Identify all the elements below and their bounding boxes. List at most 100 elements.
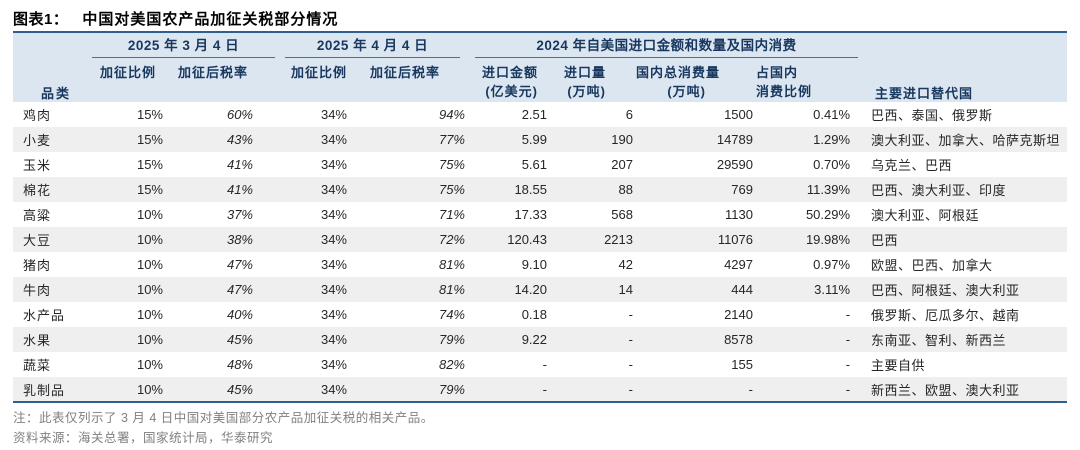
- table-row: 乳制品 10% 45% 34% 79% - - - - 新西兰、欧盟、澳大利亚: [13, 377, 1068, 402]
- cell-domestic-consumption: 769: [731, 182, 753, 197]
- table-row: 牛肉 10% 47% 34% 81% 14.20 14 444 3.11% 巴西、阿根廷、澳大利亚: [13, 277, 1068, 302]
- cell-march-after-rate: 45%: [226, 381, 253, 397]
- col-header-import-volume: 进口量: [563, 65, 606, 80]
- subheader-row-2: (亿美元) (万吨) (万吨) 消费比例: [13, 81, 1067, 102]
- cell-import-amount: 9.22: [521, 332, 547, 347]
- cell-category: 牛肉: [23, 283, 52, 298]
- cell-april-after-rate: 79%: [438, 332, 465, 347]
- cell-import-amount: 17.33: [514, 207, 547, 222]
- cell-domestic-consumption: -: [748, 381, 753, 397]
- figure-number-label: 图表1：: [13, 10, 69, 28]
- cell-consumption-share: 1.29%: [813, 132, 851, 147]
- cell-domestic-consumption: 14789: [716, 132, 753, 147]
- cell-import-amount: 5.99: [521, 132, 547, 147]
- cell-category: 小麦: [23, 133, 52, 148]
- cell-april-after-rate: 77%: [438, 132, 465, 147]
- cell-april-after-rate: 71%: [438, 207, 465, 222]
- cell-domestic-consumption: 2140: [724, 307, 753, 322]
- cell-march-rate: 10%: [136, 232, 163, 247]
- cell-import-amount: -: [542, 357, 547, 372]
- col-header-import-volume-unit: (万吨): [567, 84, 606, 99]
- cell-april-after-rate: 82%: [438, 357, 465, 372]
- cell-import-volume: 190: [611, 132, 633, 147]
- cell-import-amount: 120.43: [507, 232, 547, 247]
- cell-import-amount: -: [542, 381, 547, 397]
- col-header-april-rate: 加征比例: [290, 65, 347, 80]
- col-header-import-amount: 进口金额: [481, 65, 538, 80]
- table-body: 鸡肉 15% 60% 34% 94% 2.51 6 1500 0.41% 巴西、泰国、俄罗斯 小麦 1…: [13, 102, 1068, 402]
- cell-march-rate: 10%: [136, 282, 163, 297]
- cell-april-after-rate: 79%: [438, 381, 465, 397]
- cell-march-after-rate: 47%: [226, 282, 253, 297]
- figure-title: 中国对美国农产品加征关税部分情况: [82, 10, 339, 28]
- tariff-table: 品类 2025 年 3 月 4 日 2025 年 4 月 4 日 2024 年自…: [13, 31, 1068, 403]
- cell-substitute-countries: 乌克兰、巴西: [871, 158, 953, 173]
- cell-april-rate: 34%: [320, 182, 347, 197]
- col-header-consumption-unit: (万吨): [667, 84, 706, 99]
- cell-april-rate: 34%: [320, 332, 347, 347]
- cell-april-after-rate: 94%: [438, 107, 465, 122]
- group-header-imports-label: 2024 年自美国进口金额和数量及国内消费: [475, 34, 859, 58]
- cell-domestic-consumption: 1500: [724, 107, 753, 122]
- cell-march-rate: 10%: [136, 332, 163, 347]
- col-header-april-after: 加征后税率: [369, 65, 440, 80]
- cell-import-volume: -: [628, 381, 633, 397]
- group-header-april-label: 2025 年 4 月 4 日: [285, 34, 460, 58]
- cell-category: 水果: [23, 333, 52, 348]
- cell-substitute-countries: 俄罗斯、厄瓜多尔、越南: [871, 308, 1020, 323]
- cell-category: 大豆: [23, 233, 52, 248]
- col-header-import-amount-unit: (亿美元): [485, 84, 538, 99]
- cell-march-after-rate: 41%: [226, 157, 253, 172]
- cell-march-rate: 10%: [136, 381, 163, 397]
- cell-import-volume: 88: [618, 182, 633, 197]
- cell-consumption-share: 19.98%: [805, 232, 851, 247]
- table-row: 玉米 15% 41% 34% 75% 5.61 207 29590 0.70% 乌克兰、巴西: [13, 152, 1067, 177]
- cell-domestic-consumption: 155: [731, 357, 753, 372]
- cell-domestic-consumption: 444: [731, 282, 753, 297]
- table-note: 注：此表仅列示了 3 月 4 日中国对美国部分农产品加征关税的相关产品。: [13, 411, 434, 425]
- cell-march-rate: 15%: [136, 132, 163, 147]
- cell-consumption-share: -: [845, 307, 851, 322]
- cell-march-rate: 10%: [136, 357, 163, 372]
- cell-substitute-countries: 澳大利亚、阿根廷: [871, 208, 980, 223]
- cell-category: 玉米: [23, 158, 52, 173]
- table-row: 猪肉 10% 47% 34% 81% 9.10 42 4297 0.97% 欧盟、巴西、加拿大: [13, 252, 1067, 277]
- cell-march-after-rate: 60%: [226, 107, 253, 122]
- cell-consumption-share: 0.97%: [813, 257, 851, 272]
- table-header: 品类 2025 年 3 月 4 日 2025 年 4 月 4 日 2024 年自…: [13, 32, 1068, 102]
- cell-april-rate: 34%: [320, 257, 347, 272]
- cell-april-after-rate: 74%: [438, 307, 465, 322]
- table-row: 棉花 15% 41% 34% 75% 18.55 88 769 11.39% 巴西、澳大利亚、印度: [13, 177, 1068, 202]
- cell-march-after-rate: 41%: [226, 182, 253, 197]
- cell-consumption-share: 0.41%: [813, 107, 851, 122]
- table-row: 大豆 10% 38% 34% 72% 120.43 2213 11076 19.98% 巴西: [13, 227, 1068, 252]
- cell-consumption-share: 11.39%: [806, 182, 851, 197]
- table-source: 资料来源：海关总署，国家统计局，华泰研究: [13, 431, 274, 445]
- cell-march-after-rate: 43%: [226, 132, 253, 147]
- group-header-april: 2025 年 4 月 4 日: [256, 32, 468, 58]
- cell-april-after-rate: 75%: [438, 157, 465, 172]
- cell-march-after-rate: 47%: [226, 257, 253, 272]
- cell-consumption-share: 0.70%: [813, 157, 851, 172]
- cell-substitute-countries: 巴西、泰国、俄罗斯: [871, 108, 993, 123]
- cell-import-amount: 9.10: [521, 257, 547, 272]
- col-header-march-rate: 加征比例: [100, 65, 157, 80]
- cell-march-rate: 10%: [136, 307, 163, 322]
- cell-import-volume: -: [628, 332, 633, 347]
- cell-category: 棉花: [23, 183, 52, 198]
- cell-substitute-countries: 巴西、澳大利亚、印度: [871, 183, 1007, 198]
- cell-category: 蔬菜: [23, 358, 52, 373]
- cell-domestic-consumption: 29590: [716, 157, 753, 172]
- cell-category: 猪肉: [23, 258, 52, 273]
- cell-domestic-consumption: 4297: [724, 257, 753, 272]
- cell-consumption-share: 50.29%: [805, 207, 851, 222]
- table-row: 高粱 10% 37% 34% 71% 17.33 568 1130 50.29% 澳大利亚、阿根廷: [13, 202, 1067, 227]
- group-header-march: 2025 年 3 月 4 日: [92, 32, 275, 58]
- cell-import-amount: 0.18: [521, 307, 547, 322]
- cell-consumption-share: -: [845, 332, 851, 347]
- cell-import-volume: -: [628, 357, 633, 372]
- cell-substitute-countries: 东南亚、智利、新西兰: [871, 333, 1007, 348]
- cell-april-after-rate: 81%: [438, 282, 465, 297]
- cell-march-rate: 15%: [136, 157, 163, 172]
